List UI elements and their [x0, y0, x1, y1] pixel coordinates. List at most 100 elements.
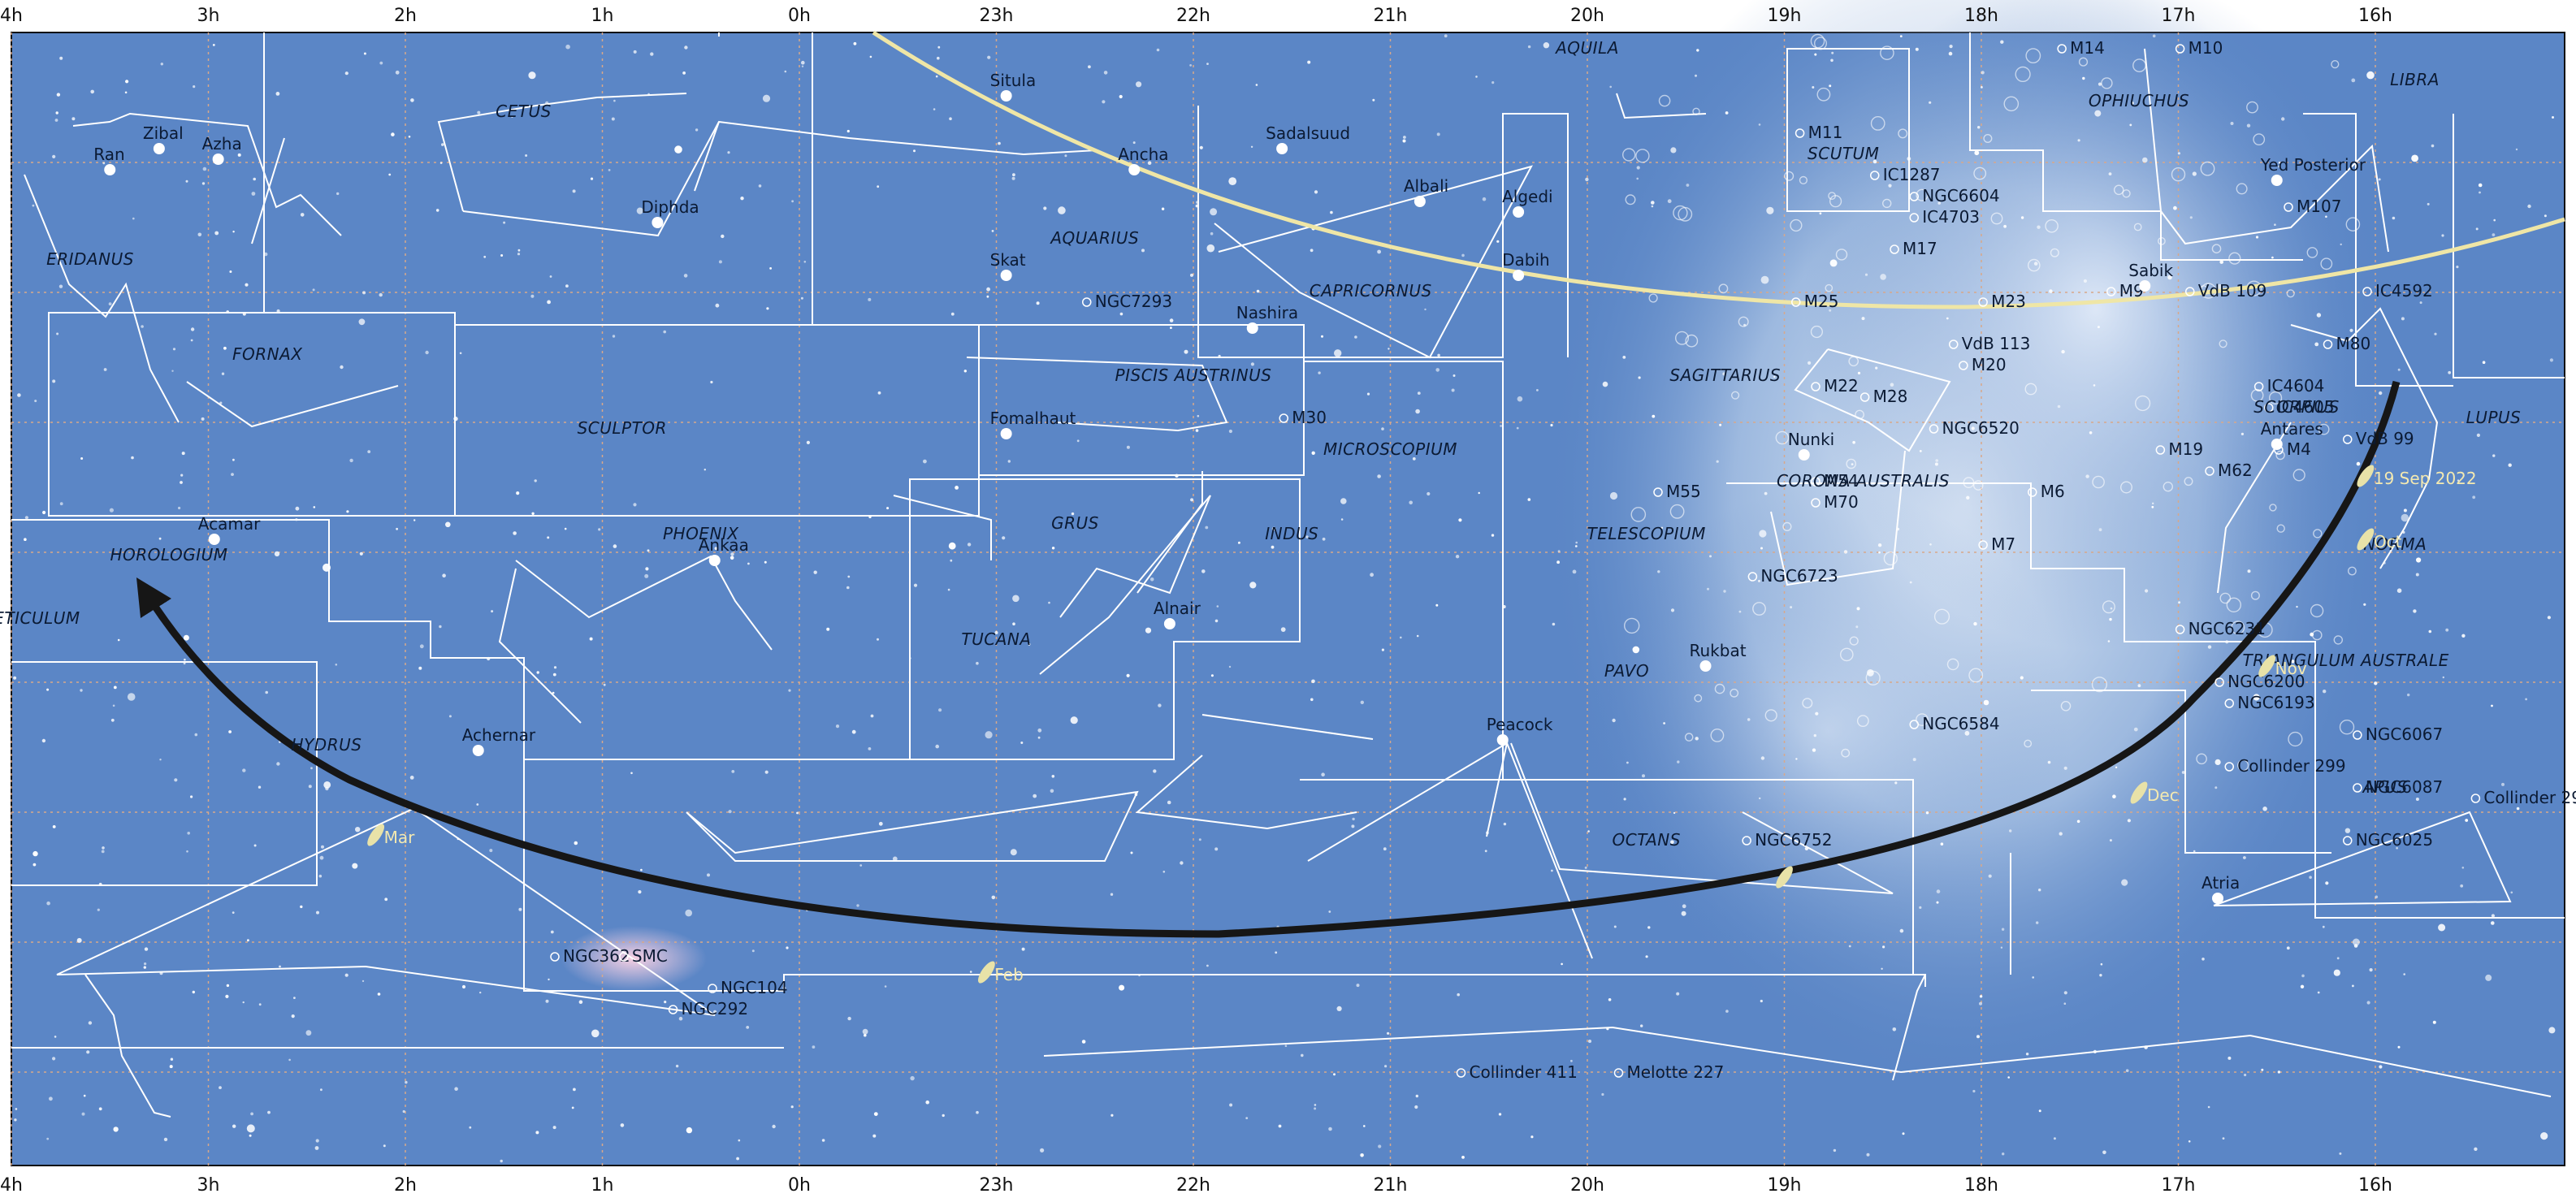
dso-ic1287[interactable]: IC1287	[1870, 165, 1941, 184]
dso-m7[interactable]: M7	[1978, 534, 2015, 554]
dso-ic4605[interactable]: IC4605	[2264, 397, 2335, 417]
dso-m55[interactable]: M55	[1653, 482, 1701, 501]
background-star	[2262, 807, 2267, 811]
star-ankaa[interactable]: Ankaa	[699, 535, 749, 566]
dso-ngc6200[interactable]: NGC6200	[2214, 672, 2305, 691]
dso-m107[interactable]: M107	[2284, 197, 2341, 216]
dso-collinder-411[interactable]: Collinder 411	[1456, 1062, 1578, 1082]
background-star	[2036, 921, 2039, 924]
dso-collinder-292[interactable]: Collinder 292	[2470, 788, 2576, 807]
dso-m20[interactable]: M20	[1959, 355, 2007, 374]
dso-m25[interactable]: M25	[1791, 292, 1839, 311]
background-star	[112, 704, 115, 707]
background-star	[1831, 51, 1834, 54]
dso-collinder-299[interactable]: Collinder 299	[2224, 756, 2346, 776]
dso-m28[interactable]: M28	[1859, 387, 1908, 406]
star-skat[interactable]: Skat	[990, 250, 1026, 281]
dso-ngc6584[interactable]: NGC6584	[1909, 714, 2000, 733]
background-star	[1686, 184, 1690, 187]
star-sadalsuud[interactable]: Sadalsuud	[1266, 123, 1350, 154]
dso-m10[interactable]: M10	[2175, 38, 2223, 58]
dso-ngc6231[interactable]: NGC6231	[2175, 619, 2266, 638]
dso-m6[interactable]: M6	[2028, 482, 2065, 501]
dso-m54[interactable]: M54	[1811, 471, 1859, 491]
dso-ngc6752[interactable]: NGC6752	[1742, 830, 1832, 850]
star-albali[interactable]: Albali	[1404, 176, 1448, 207]
background-star	[1132, 141, 1136, 145]
dso-m17[interactable]: M17	[1890, 239, 1937, 258]
star-acamar[interactable]: Acamar	[198, 514, 261, 545]
background-star	[1461, 253, 1465, 257]
star-atria[interactable]: Atria	[2202, 873, 2240, 904]
dso-label: Melotte 227	[1627, 1062, 1725, 1082]
star-zibal[interactable]: Zibal	[143, 123, 184, 154]
dso-ngc362[interactable]: NGC362	[550, 946, 630, 966]
background-star	[806, 440, 811, 445]
background-star	[1813, 733, 1816, 737]
background-star	[578, 1000, 583, 1004]
star-achernar[interactable]: Achernar	[462, 725, 536, 756]
dso-ngc6025[interactable]: NGC6025	[2343, 830, 2433, 850]
background-star	[1623, 798, 1626, 801]
dso-m19[interactable]: M19	[2155, 439, 2203, 459]
star-situla[interactable]: Situla	[990, 71, 1037, 102]
star-ran[interactable]: Ran	[93, 145, 125, 175]
dso-ngc292[interactable]: NGC292	[668, 999, 749, 1019]
dso-ngc104[interactable]: NGC104	[708, 978, 788, 997]
dso-ngc6604[interactable]: NGC6604	[1909, 186, 2000, 205]
background-star	[1584, 866, 1587, 869]
dso-ngc6520[interactable]: NGC6520	[1929, 418, 2020, 438]
dso-vdb-113[interactable]: VdB 113	[1949, 334, 2031, 353]
star-nunki[interactable]: Nunki	[1788, 430, 1834, 461]
dso-smc[interactable]: SMC	[619, 946, 668, 966]
star-rukbat[interactable]: Rukbat	[1690, 641, 1747, 672]
dso-ngc6723[interactable]: NGC6723	[1747, 566, 1838, 586]
star-dabih[interactable]: Dabih	[1502, 250, 1550, 281]
background-star	[223, 346, 227, 350]
background-star	[108, 302, 112, 306]
boundary-segment	[1969, 32, 2303, 261]
star-nashira[interactable]: Nashira	[1236, 303, 1298, 334]
dso-m22[interactable]: M22	[1811, 376, 1859, 396]
dso-m14[interactable]: M14	[2057, 38, 2105, 58]
dso-vdb-99[interactable]: VdB 99	[2343, 429, 2414, 448]
dso-ic4604[interactable]: IC4604	[2253, 376, 2325, 396]
star-azha[interactable]: Azha	[202, 134, 242, 165]
dso-ic4703[interactable]: IC4703	[1909, 207, 1980, 227]
background-star	[1245, 1117, 1249, 1119]
dso-m30[interactable]: M30	[1279, 408, 1327, 427]
background-star	[1412, 457, 1416, 461]
star-alnair[interactable]: Alnair	[1154, 599, 1201, 629]
background-star	[846, 586, 850, 590]
star-label: Nunki	[1788, 430, 1834, 449]
background-star	[1759, 797, 1761, 800]
dso-m11[interactable]: M11	[1795, 123, 1843, 142]
constellation-line	[186, 381, 399, 428]
dso-m23[interactable]: M23	[1978, 292, 2026, 311]
star-yed-posterior[interactable]: Yed Posterior	[2260, 155, 2366, 186]
dso-melotte-227[interactable]: Melotte 227	[1613, 1062, 1725, 1082]
star-algedi[interactable]: Algedi	[1502, 187, 1553, 218]
dso-ic4592[interactable]: IC4592	[2362, 281, 2433, 301]
dso-ngc7293[interactable]: NGC7293	[1082, 292, 1172, 311]
dso-ngc6193[interactable]: NGC6193	[2224, 693, 2315, 712]
star-antares[interactable]: Antares	[2261, 419, 2323, 450]
dso-m62[interactable]: M62	[2205, 461, 2253, 480]
star-peacock[interactable]: Peacock	[1487, 715, 1553, 746]
dso-ngc6087[interactable]: NGC6087	[2353, 777, 2443, 797]
background-star	[721, 234, 725, 239]
cluster-ring	[1916, 713, 1929, 726]
dso-m80[interactable]: M80	[2323, 334, 2371, 353]
dso-vdb-109[interactable]: VdB 109	[2185, 281, 2267, 301]
dso-m70[interactable]: M70	[1811, 492, 1859, 512]
background-star	[313, 506, 316, 508]
dso-m4[interactable]: M4	[2274, 439, 2311, 459]
star-fomalhaut[interactable]: Fomalhaut	[990, 409, 1076, 439]
background-star	[2549, 358, 2553, 362]
star-diphda[interactable]: Diphda	[641, 197, 699, 228]
background-star	[1500, 425, 1502, 427]
dso-ngc6067[interactable]: NGC6067	[2353, 724, 2443, 744]
star-ancha[interactable]: Ancha	[1118, 145, 1169, 175]
background-star	[1716, 460, 1719, 463]
star-sabik[interactable]: Sabik	[2128, 261, 2173, 292]
